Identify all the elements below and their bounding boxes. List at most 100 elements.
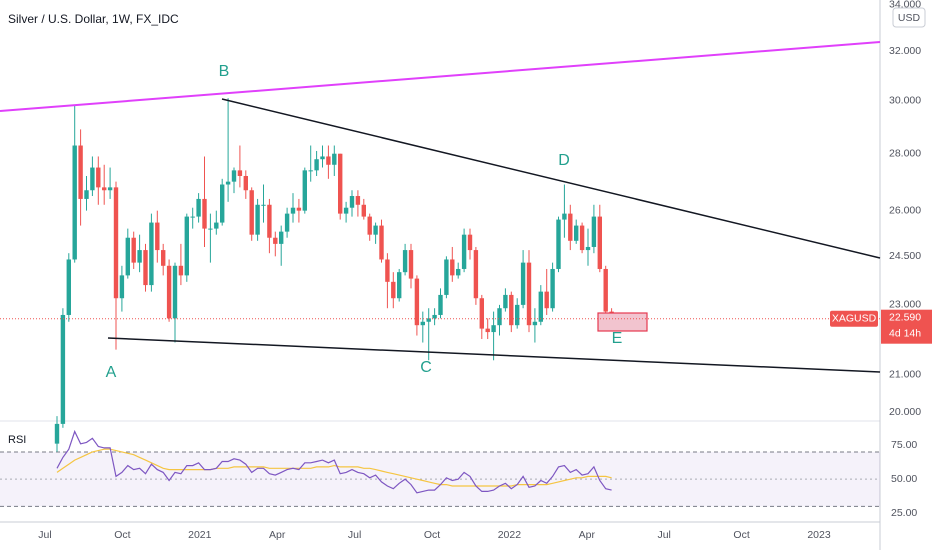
candle-body bbox=[320, 156, 325, 160]
wave-label: A bbox=[106, 364, 117, 381]
candle-body bbox=[550, 268, 555, 309]
x-tick-label: Oct bbox=[424, 529, 440, 541]
candle-body bbox=[284, 213, 290, 232]
candle-body bbox=[249, 190, 254, 235]
resistance-line bbox=[0, 41, 881, 112]
x-tick-label: Jul bbox=[657, 529, 670, 541]
candle-body bbox=[332, 153, 337, 165]
candle-body bbox=[90, 167, 95, 191]
currency-button[interactable] bbox=[892, 7, 926, 28]
candle-body bbox=[491, 325, 496, 333]
candle-body bbox=[208, 228, 213, 230]
currency-label[interactable]: USD bbox=[898, 12, 921, 24]
y-tick-label: 30.000 bbox=[889, 94, 921, 106]
candle-body bbox=[149, 222, 154, 286]
candle-body bbox=[420, 321, 425, 326]
candle-body bbox=[84, 190, 89, 199]
candle-body bbox=[497, 308, 502, 326]
wave-label: D bbox=[558, 152, 570, 169]
candle-body bbox=[456, 268, 461, 276]
candle-body bbox=[113, 187, 119, 299]
candle-body bbox=[367, 216, 372, 235]
candle-body bbox=[450, 259, 455, 276]
candle-body bbox=[326, 156, 331, 165]
candle-body bbox=[467, 234, 473, 251]
candle-body bbox=[96, 167, 101, 188]
wave-label: C bbox=[420, 359, 432, 376]
candle-body bbox=[414, 278, 420, 326]
y-tick-label: 23.000 bbox=[889, 299, 921, 311]
candle-body bbox=[190, 216, 195, 218]
candle-body bbox=[290, 207, 296, 214]
candle-body bbox=[444, 259, 449, 295]
x-tick-label: 2021 bbox=[188, 529, 212, 541]
wave-label: B bbox=[219, 63, 230, 80]
target-box bbox=[597, 312, 648, 332]
candle-body bbox=[314, 159, 319, 171]
candle-body bbox=[66, 259, 71, 315]
candle-body bbox=[520, 262, 526, 305]
candle-body bbox=[60, 314, 66, 424]
candle-body bbox=[220, 184, 225, 223]
candle-body bbox=[155, 222, 160, 251]
y-tick-label: 21.000 bbox=[889, 369, 921, 381]
candle-body bbox=[107, 187, 113, 191]
candle-body bbox=[473, 250, 479, 299]
candle-body bbox=[166, 265, 172, 319]
candle-body bbox=[562, 213, 567, 220]
y-tick-label: 26.000 bbox=[889, 204, 921, 216]
candle-body bbox=[178, 265, 184, 276]
wave-label: E bbox=[612, 330, 623, 347]
countdown-label: 4d 14h bbox=[889, 327, 921, 339]
y-tick-label: 28.000 bbox=[889, 147, 921, 159]
candle-body bbox=[509, 294, 514, 326]
candle-body bbox=[574, 225, 579, 241]
candle-body bbox=[597, 216, 602, 269]
rsi-pane: RSI bbox=[0, 429, 880, 507]
y-tick-label: 32.000 bbox=[889, 45, 921, 57]
x-tick-label: 2022 bbox=[498, 529, 522, 541]
candle-body bbox=[267, 204, 272, 238]
candle-body bbox=[349, 196, 355, 208]
candle-body bbox=[261, 204, 266, 206]
symbol-label: XAGUSD bbox=[832, 312, 877, 324]
x-tick-label: Jul bbox=[348, 529, 361, 541]
candle-body bbox=[196, 198, 201, 217]
candle-body bbox=[379, 225, 384, 260]
candle-body bbox=[397, 272, 402, 299]
candle-body bbox=[432, 314, 437, 319]
candle-body bbox=[102, 187, 107, 191]
candles bbox=[54, 98, 614, 452]
candle-body bbox=[579, 225, 585, 251]
candle-body bbox=[54, 423, 60, 444]
candle-body bbox=[214, 222, 219, 229]
rsi-tick-label: 50.00 bbox=[891, 473, 917, 485]
candle-body bbox=[603, 268, 608, 312]
candle-body bbox=[225, 181, 231, 185]
rsi-tick-label: 25.00 bbox=[891, 507, 917, 519]
candle-body bbox=[137, 250, 142, 263]
rsi-title: RSI bbox=[8, 434, 26, 446]
y-tick-label: 24.500 bbox=[889, 250, 921, 262]
candle-body bbox=[426, 318, 431, 322]
candle-body bbox=[485, 328, 490, 333]
symbol-tag bbox=[830, 310, 878, 327]
candle-body bbox=[391, 281, 396, 299]
candle-body bbox=[361, 204, 366, 217]
candle-body bbox=[385, 259, 390, 282]
candle-body bbox=[184, 216, 189, 276]
candle-body bbox=[78, 145, 83, 199]
candle-body bbox=[515, 304, 520, 326]
candle-body bbox=[72, 145, 77, 260]
x-tick-label: Jul bbox=[38, 529, 51, 541]
x-tick-label: Oct bbox=[114, 529, 130, 541]
candle-body bbox=[143, 250, 148, 286]
candle-body bbox=[131, 237, 136, 263]
rsi-tick-label: 75.00 bbox=[891, 439, 917, 451]
x-tick-label: Apr bbox=[269, 529, 286, 541]
candle-body bbox=[544, 291, 549, 309]
candle-body bbox=[243, 175, 248, 191]
y-tick-label: 34.000 bbox=[889, 0, 921, 10]
